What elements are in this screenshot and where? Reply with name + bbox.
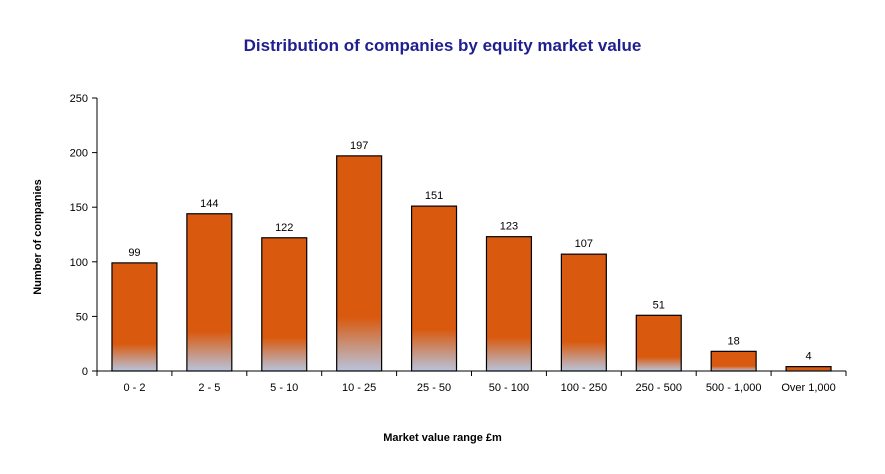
bar: [785, 366, 832, 372]
x-tick-label: 0 - 2: [123, 382, 145, 394]
x-tick-label: 25 - 50: [417, 382, 451, 394]
data-label: 51: [653, 299, 665, 311]
chart-title: Distribution of companies by equity mark…: [243, 36, 642, 55]
x-tick-label: 250 - 500: [636, 382, 682, 394]
y-tick-label: 50: [76, 311, 88, 323]
data-label: 197: [350, 140, 368, 152]
y-tick-label: 100: [70, 257, 88, 269]
x-tick-label: 50 - 100: [489, 382, 529, 394]
data-label: 151: [425, 190, 443, 202]
data-label: 122: [275, 222, 293, 234]
bar: [485, 236, 533, 372]
x-tick-label: 5 - 10: [270, 382, 298, 394]
bar: [410, 205, 458, 372]
data-label: 123: [500, 221, 518, 233]
data-label: 144: [200, 198, 218, 210]
x-tick-label: 100 - 250: [561, 382, 607, 394]
bars: [111, 155, 832, 372]
labels: 0 50 100 150 200 250 99 0 - 2 144 2 - 5 122 5 - 10 1…: [70, 93, 836, 394]
data-label: 18: [728, 335, 740, 347]
data-label: 99: [128, 247, 140, 259]
bar: [560, 253, 607, 372]
y-tick-label: 250: [70, 93, 88, 105]
x-tick-label: Over 1,000: [781, 382, 835, 394]
data-label: 4: [805, 351, 811, 363]
bar: [635, 314, 682, 372]
bar: [261, 237, 308, 372]
data-label: 107: [575, 238, 593, 250]
y-tick-label: 0: [82, 366, 88, 378]
bar: [186, 213, 233, 372]
x-axis-label: Market value range £m: [383, 432, 502, 444]
bar: [111, 262, 158, 372]
y-tick-label: 200: [70, 148, 88, 160]
bar: [336, 155, 383, 372]
x-tick-label: 10 - 25: [342, 382, 376, 394]
bar: [710, 350, 757, 372]
x-tick-label: 500 - 1,000: [706, 382, 762, 394]
y-tick-label: 150: [70, 202, 88, 214]
x-tick-label: 2 - 5: [198, 382, 220, 394]
